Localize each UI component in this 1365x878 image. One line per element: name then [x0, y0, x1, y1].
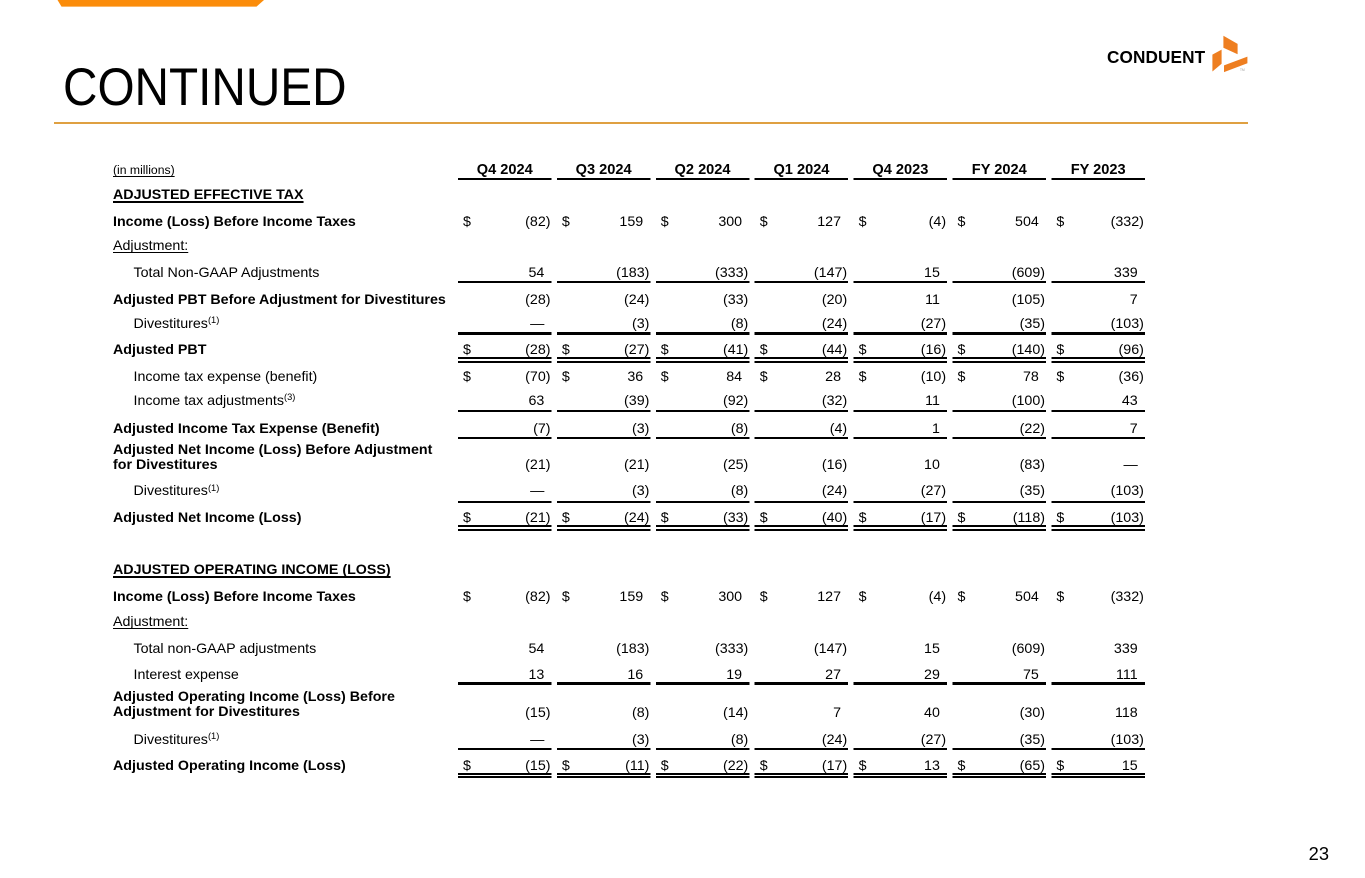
svg-text:TM: TM — [1240, 68, 1245, 72]
